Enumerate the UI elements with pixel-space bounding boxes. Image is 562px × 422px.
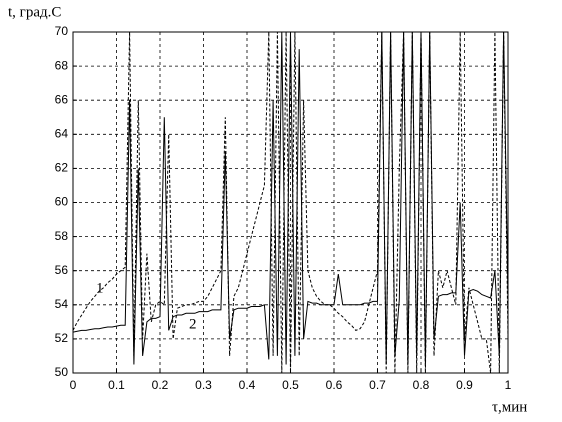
y-tick-label: 58 (55, 229, 69, 243)
y-tick-label: 56 (55, 263, 69, 277)
y-tick-label: 60 (55, 195, 69, 209)
x-tick-label: 0.9 (456, 378, 473, 392)
annotation: 2 (189, 316, 197, 332)
x-tick-label: 0.2 (152, 378, 169, 392)
lines (73, 32, 508, 373)
x-tick-label: 0.3 (195, 378, 212, 392)
y-tick-label: 70 (55, 24, 69, 38)
y-tick-label: 52 (55, 331, 69, 345)
y-axis-label: t, град.С (8, 4, 61, 20)
x-tick-label: 0.1 (108, 378, 125, 392)
x-tick-label: 0.6 (326, 378, 343, 392)
x-tick-label: 0.7 (369, 378, 386, 392)
x-tick-label: 0 (70, 378, 77, 392)
x-tick-label: 0.8 (413, 378, 430, 392)
series-line (73, 32, 508, 365)
y-tick-label: 50 (55, 365, 69, 379)
y-tick-label: 62 (55, 161, 69, 175)
x-tick-label: 0.5 (282, 378, 299, 392)
y-tick-label: 66 (55, 92, 69, 106)
y-tick-label: 54 (55, 297, 69, 311)
x-axis-label: τ,мин (492, 399, 527, 415)
x-tick-label: 0.4 (239, 378, 256, 392)
y-tick-label: 68 (55, 58, 69, 72)
y-tick-label: 64 (55, 126, 69, 140)
annotation: 1 (96, 280, 104, 296)
x-tick-label: 1 (505, 378, 512, 392)
